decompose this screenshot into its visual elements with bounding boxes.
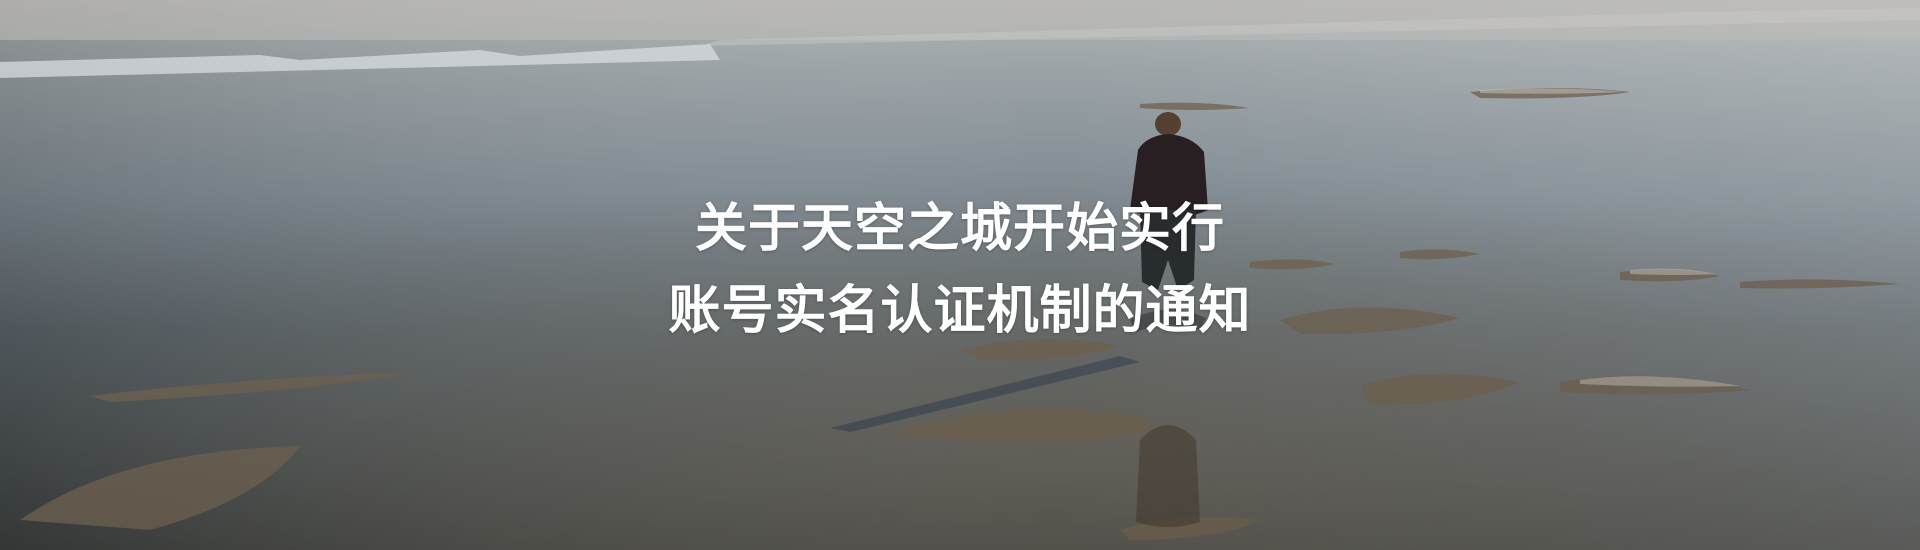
banner-title: 关于天空之城开始实行 账号实名认证机制的通知 — [0, 188, 1920, 352]
banner-title-line-2: 账号实名认证机制的通知 — [668, 281, 1252, 341]
banner-title-line-1: 关于天空之城开始实行 — [694, 199, 1225, 259]
